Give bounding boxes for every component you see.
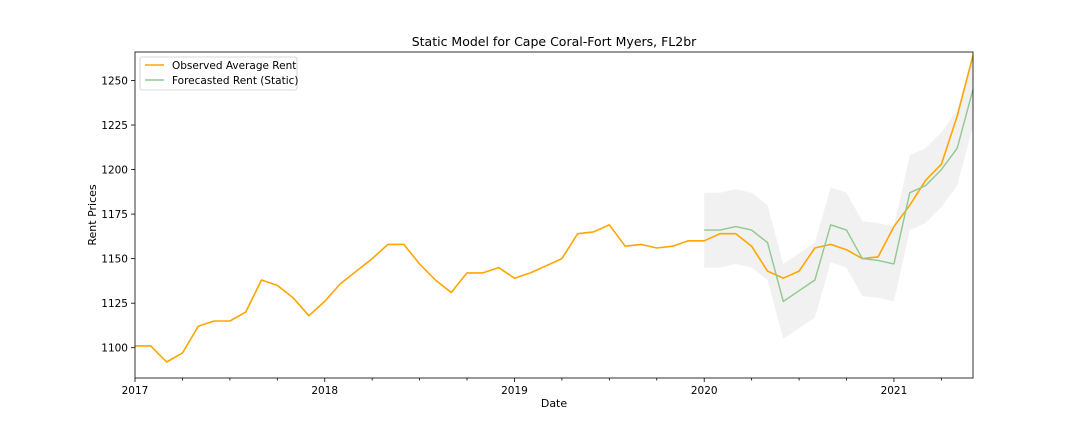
y-tick-label: 1150 [101,254,128,266]
plot-frame [134,51,974,379]
y-axis: 1100 1125 1150 1175 1200 1225 1250 [101,76,135,355]
series-line-layer [135,55,974,363]
x-tick-label: 2018 [311,385,338,397]
legend-box [139,56,298,91]
y-tick-label: 1200 [101,165,128,177]
y-tick-label: 1225 [101,120,128,132]
y-tick-label: 1250 [101,76,128,88]
x-tick-label: 2017 [122,385,149,397]
legend: Observed Average Rent Forecasted Rent (S… [139,56,299,91]
observed-rent-line [135,55,974,363]
chart-title: Static Model for Cape Coral-Fort Myers, … [412,34,697,49]
forecast-rent-line [704,89,974,303]
x-axis-label: Date [541,397,568,410]
y-tick-label: 1125 [101,298,128,310]
legend-label-forecast: Forecasted Rent (Static) [172,75,299,87]
confidence-band-layer [704,52,973,339]
y-tick-label: 1175 [101,209,128,221]
forecast-confidence-band [704,52,973,339]
legend-label-observed: Observed Average Rent [172,60,296,72]
y-tick-label: 1100 [101,343,128,355]
x-axis: 2017 2018 2019 2020 2021 [122,378,942,397]
x-tick-label: 2021 [881,385,908,397]
x-tick-label: 2019 [501,385,528,397]
x-tick-label: 2020 [691,385,718,397]
y-axis-label: Rent Prices [86,184,99,246]
